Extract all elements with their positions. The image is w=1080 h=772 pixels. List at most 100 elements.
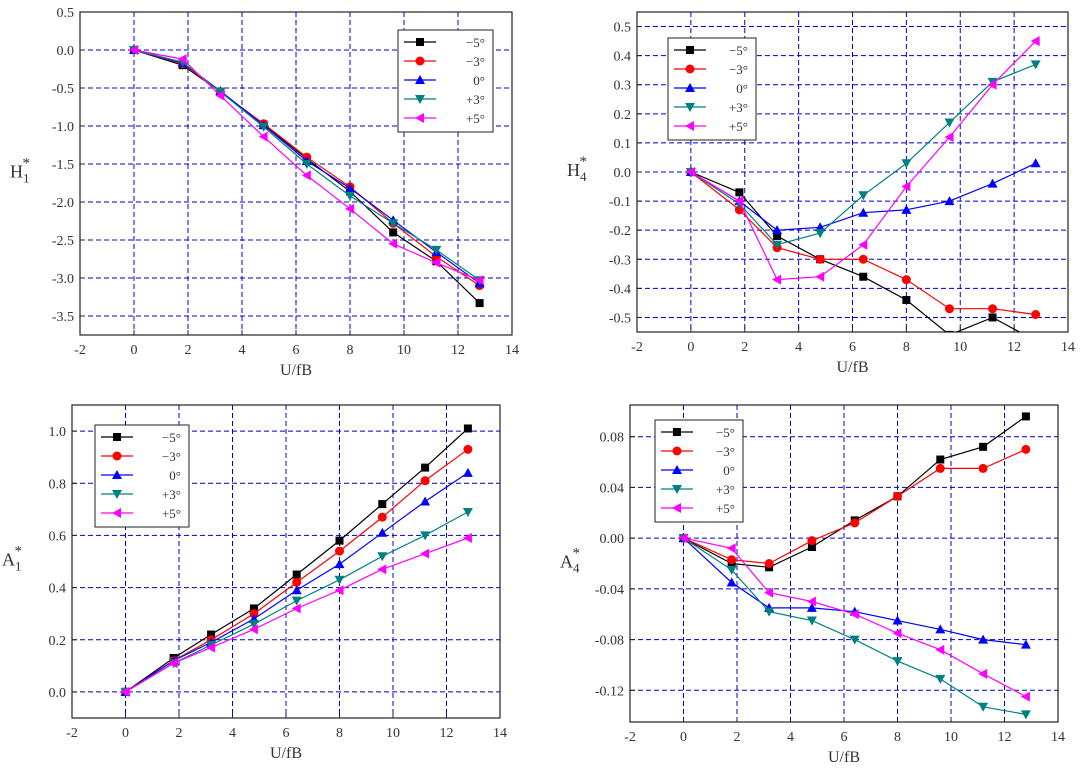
legend-marker — [672, 446, 682, 456]
data-point — [431, 245, 442, 255]
data-point — [978, 634, 989, 644]
data-point — [292, 570, 301, 579]
legend-marker — [415, 113, 424, 123]
data-point — [901, 275, 911, 285]
legend-label: −3° — [466, 54, 485, 69]
data-point — [388, 219, 399, 229]
y-axis-label-subscript: 1 — [15, 559, 22, 574]
data-point — [987, 178, 998, 188]
y-tick-label: -0.4 — [609, 282, 631, 297]
data-point — [849, 609, 859, 620]
y-axis-label: H4* — [567, 154, 587, 184]
x-tick-label: 2 — [741, 340, 748, 355]
x-tick-label: 2 — [734, 730, 741, 745]
x-tick-label: 0 — [122, 726, 129, 741]
y-tick-label: -2.0 — [52, 196, 74, 211]
x-tick-label: 12 — [998, 730, 1012, 745]
data-point — [291, 585, 302, 595]
data-point — [377, 564, 387, 575]
data-point — [726, 577, 737, 587]
legend-box — [397, 29, 494, 133]
data-point — [1030, 158, 1041, 168]
x-tick-label: 2 — [176, 726, 183, 741]
series-group — [120, 424, 473, 697]
legend-label: +3° — [729, 100, 748, 115]
y-tick-label: 0.4 — [49, 582, 67, 597]
y-tick-label: 1.0 — [49, 425, 67, 440]
data-point — [215, 87, 226, 97]
x-tick-label: 6 — [849, 340, 856, 355]
data-point — [334, 559, 345, 569]
legend-box — [667, 37, 757, 141]
legend-label: −5° — [466, 35, 485, 50]
data-point — [806, 616, 817, 626]
data-point — [388, 238, 398, 249]
data-point — [727, 555, 737, 565]
x-tick-label: 2 — [185, 343, 192, 358]
data-point — [945, 330, 954, 332]
data-point — [892, 657, 903, 667]
x-tick-label: 10 — [953, 340, 967, 355]
y-axis-label: H1* — [10, 156, 30, 186]
data-point — [463, 444, 473, 454]
y-tick-label: 0.5 — [57, 6, 75, 21]
y-tick-label: -0.3 — [609, 253, 631, 268]
data-point — [978, 668, 988, 679]
data-point — [850, 518, 860, 528]
x-tick-label: -2 — [624, 730, 636, 745]
x-tick-label: 14 — [1051, 730, 1065, 745]
chart-panel-4: -2 0 2 4 6 8 10 12 14 0.08 0.04 0.00 -0.04 -0.08 -0.12… — [560, 404, 1065, 766]
legend-label: −5° — [729, 43, 748, 58]
data-point — [901, 204, 912, 214]
y-tick-label: 0.08 — [600, 431, 625, 446]
data-point — [901, 181, 911, 192]
legend-label: −3° — [716, 444, 735, 459]
data-point — [935, 644, 945, 655]
y-axis-label-subscript: 1 — [23, 171, 30, 186]
y-tick-label: -0.5 — [52, 82, 74, 97]
x-tick-label: 12 — [440, 726, 454, 741]
data-point — [215, 90, 225, 101]
x-tick-label: 4 — [229, 726, 236, 741]
data-point — [120, 686, 130, 697]
data-point — [979, 442, 988, 451]
chart-panel-3: -2 0 2 4 6 8 10 12 14 1.0 0.8 0.6 0.4 0.2 0.0 U/fB A1* −5… — [2, 404, 507, 762]
chart-panel-2: -2 0 2 4 6 8 10 12 14 0.5 0.4 0.3 0.2 0.1 0.0 -0.1 -0.2 -… — [567, 11, 1075, 376]
legend-label: 0° — [723, 463, 735, 478]
legend-box — [654, 419, 744, 523]
legend-label: −5° — [716, 425, 735, 440]
y-axis-label-subscript: 4 — [573, 561, 580, 576]
series-group — [678, 412, 1031, 720]
data-point — [935, 463, 945, 473]
data-point — [258, 122, 269, 132]
legend-marker — [672, 465, 682, 474]
y-tick-label: 0.00 — [600, 532, 625, 547]
x-tick-label: 4 — [787, 730, 794, 745]
y-axis-label: A1* — [2, 544, 22, 574]
data-point — [988, 313, 997, 322]
x-tick-label: 14 — [1061, 340, 1075, 355]
y-tick-label: 0.1 — [614, 137, 632, 152]
y-tick-label: 0.5 — [614, 21, 632, 36]
series-group — [685, 36, 1041, 345]
data-point — [431, 257, 441, 268]
data-point — [1032, 337, 1040, 345]
legend-marker — [415, 75, 425, 84]
chart-panel-1: -2 0 2 4 6 8 10 12 14 0.5 0.0 -0.5 -1.0 -1.5 -2.0 -2.5 -… — [10, 6, 519, 379]
data-point — [892, 615, 903, 625]
series-line — [683, 537, 1026, 646]
legend-label: +5° — [729, 119, 748, 134]
data-point — [389, 228, 398, 237]
data-point — [1020, 639, 1031, 649]
x-tick-label: 8 — [347, 343, 354, 358]
data-point — [764, 587, 774, 598]
data-point — [345, 203, 354, 214]
legend-marker — [415, 95, 425, 104]
data-point — [815, 222, 826, 232]
data-point — [773, 232, 782, 240]
legend-marker — [686, 46, 694, 54]
data-point — [807, 543, 816, 552]
data-point — [1031, 310, 1041, 320]
legend-box — [94, 424, 190, 528]
data-point — [420, 476, 430, 486]
